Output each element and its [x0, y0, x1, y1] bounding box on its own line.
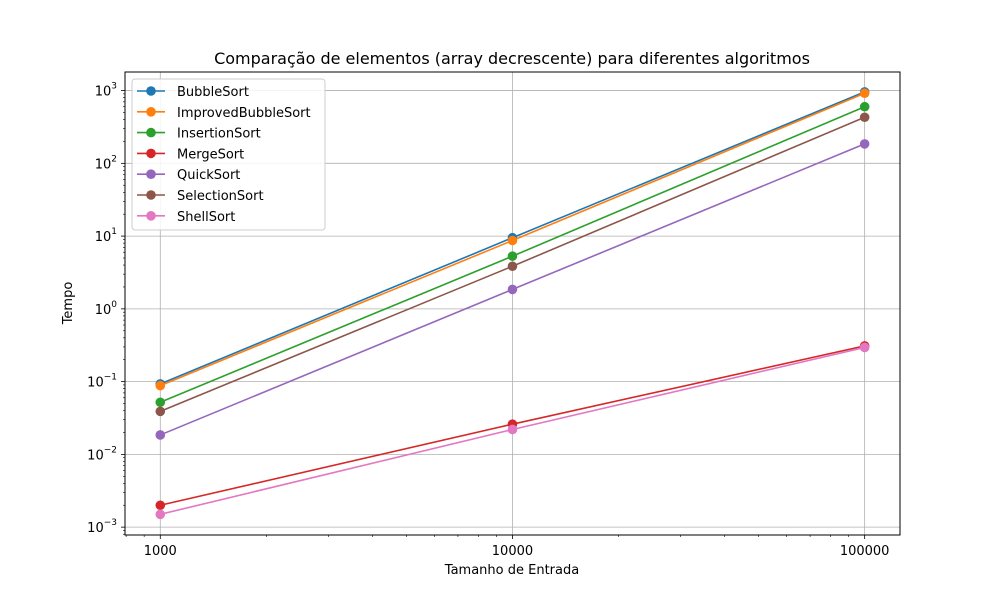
- y-tick-base: 10: [95, 85, 112, 100]
- y-tick-base: 10: [95, 303, 112, 318]
- y-tick-label: 10−1: [87, 373, 117, 391]
- x-tick-label: 10000: [492, 544, 533, 559]
- legend-box: [131, 78, 326, 231]
- legend-label: BubbleSort: [177, 85, 249, 100]
- legend-label: QuickSort: [177, 168, 240, 183]
- series-selectionsort: [155, 112, 870, 417]
- data-point-shellsort: [507, 424, 518, 435]
- legend-marker: [146, 107, 156, 117]
- legend-marker: [146, 190, 156, 200]
- data-point-shellsort: [155, 509, 166, 520]
- data-point-insertionsort: [155, 397, 166, 408]
- legend-item-insertionsort: InsertionSort: [137, 127, 261, 142]
- y-tick-label: 101: [95, 227, 117, 245]
- y-tick-exponent: 3: [111, 82, 117, 92]
- y-tick-exponent: −1: [104, 373, 117, 383]
- x-tick-label: 100000: [840, 544, 890, 559]
- data-point-selectionsort: [507, 261, 518, 272]
- y-axis-label: Tempo: [61, 282, 76, 326]
- y-tick-base: 10: [87, 376, 104, 391]
- series-improvedbubblesort: [155, 88, 870, 391]
- data-point-mergesort: [155, 500, 166, 511]
- y-tick-label: 10−3: [87, 518, 117, 536]
- y-tick-label: 102: [95, 154, 117, 172]
- series-quicksort: [155, 139, 870, 440]
- data-point-improvedbubblesort: [507, 235, 518, 246]
- legend-item-mergesort: MergeSort: [137, 147, 244, 162]
- x-axis: 1000 10000 100000: [125, 535, 890, 559]
- y-tick-exponent: −3: [104, 518, 117, 528]
- legend-marker: [146, 169, 156, 179]
- x-tick-label: 1000: [144, 544, 177, 559]
- data-point-improvedbubblesort: [859, 88, 870, 99]
- data-point-quicksort: [859, 139, 870, 149]
- legend-label: InsertionSort: [177, 127, 261, 142]
- series-layer: [155, 87, 870, 520]
- y-tick-exponent: 2: [111, 154, 117, 164]
- legend-item-selectionsort: SelectionSort: [137, 189, 264, 204]
- data-point-quicksort: [155, 430, 166, 440]
- legend-marker: [146, 86, 156, 96]
- y-tick-exponent: −2: [104, 445, 117, 455]
- y-tick-label: 10−2: [87, 445, 117, 463]
- y-tick-exponent: 1: [111, 227, 117, 237]
- y-tick-base: 10: [95, 230, 112, 245]
- data-point-shellsort: [859, 342, 870, 353]
- legend-label: MergeSort: [177, 147, 244, 162]
- legend-item-improvedbubblesort: ImprovedBubbleSort: [137, 106, 311, 121]
- y-tick-base: 10: [95, 157, 112, 172]
- legend-item-quicksort: QuickSort: [137, 168, 240, 183]
- y-tick-base: 10: [87, 521, 104, 536]
- legend-item-bubblesort: BubbleSort: [137, 85, 249, 100]
- data-point-insertionsort: [507, 251, 518, 261]
- legend-marker: [146, 127, 156, 138]
- series-insertionsort: [155, 101, 870, 408]
- y-tick-exponent: 0: [111, 300, 117, 310]
- legend-label: ShellSort: [177, 210, 235, 225]
- legend-label: SelectionSort: [177, 189, 264, 204]
- data-point-selectionsort: [155, 406, 166, 417]
- legend-marker: [146, 211, 156, 221]
- data-point-quicksort: [507, 284, 518, 295]
- y-tick-label: 100: [95, 300, 118, 318]
- data-point-insertionsort: [859, 101, 870, 112]
- legend-item-shellsort: ShellSort: [137, 210, 235, 225]
- legend-marker: [146, 148, 156, 159]
- legend-label: ImprovedBubbleSort: [177, 106, 311, 121]
- x-axis-label: Tamanho de Entrada: [444, 563, 579, 578]
- data-point-improvedbubblesort: [155, 380, 166, 391]
- series-shellsort: [155, 342, 870, 520]
- data-point-selectionsort: [859, 112, 870, 123]
- y-tick-label: 103: [95, 82, 117, 100]
- y-tick-base: 10: [87, 448, 104, 463]
- chart-title: Comparação de elementos (array decrescen…: [214, 49, 810, 68]
- legend: BubbleSort ImprovedBubbleSort InsertionSor…: [131, 78, 326, 231]
